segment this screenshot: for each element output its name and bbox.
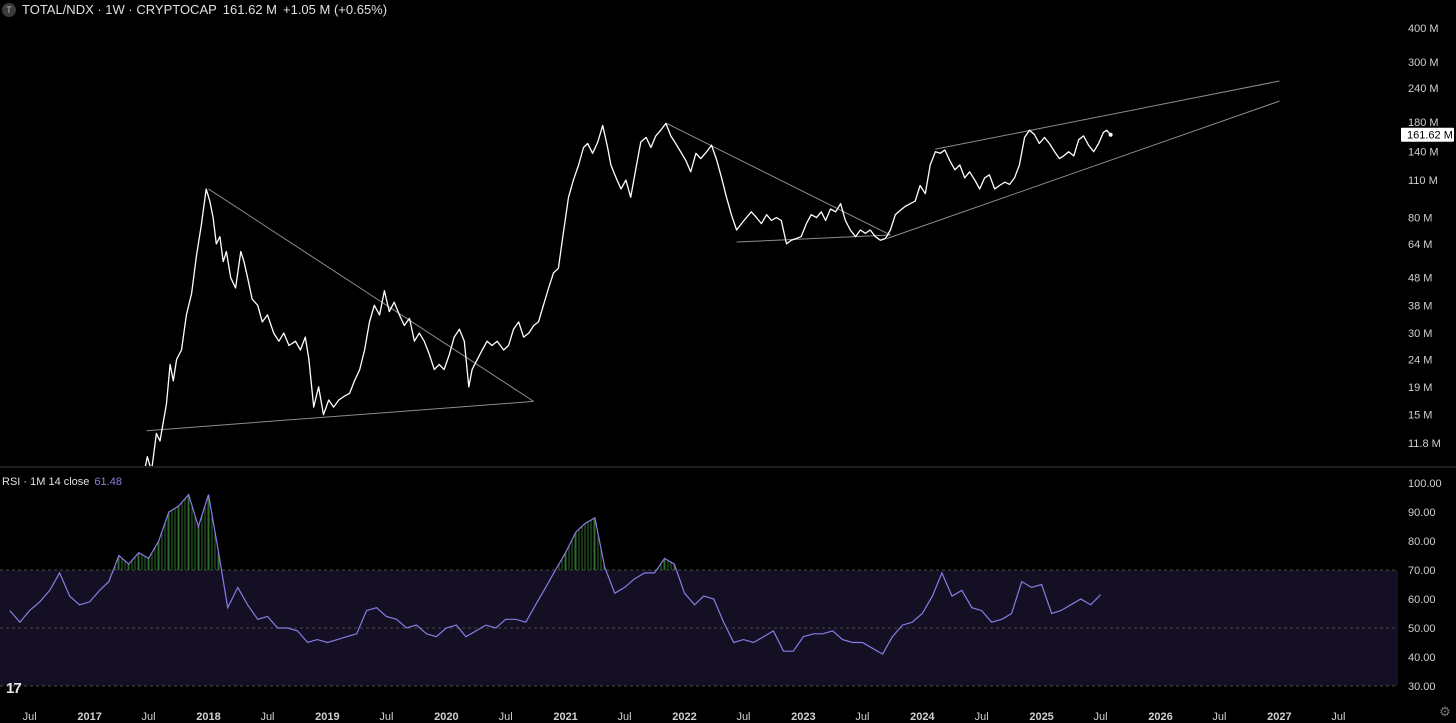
rsi-tick-label: 30.00	[1408, 681, 1436, 693]
last-price-label: 161.62 M	[1407, 130, 1453, 142]
time-tick-label: Jul	[975, 711, 989, 723]
settings-gear-icon[interactable]: ⚙	[1439, 704, 1451, 719]
last-price-dot	[1108, 132, 1113, 137]
rsi-tick-label: 40.00	[1408, 652, 1436, 664]
price-tick-label: 24 M	[1408, 354, 1432, 366]
last-price: 161.62 M	[222, 2, 277, 17]
time-tick-label: 2019	[315, 711, 339, 723]
time-tick-label: Jul	[260, 711, 274, 723]
time-tick-label: 2017	[77, 711, 101, 723]
trendline[interactable]	[208, 188, 534, 402]
time-tick-label: 2025	[1029, 711, 1053, 723]
price-tick-label: 140 M	[1408, 147, 1439, 159]
trendline[interactable]	[886, 100, 1280, 239]
price-tick-label: 64 M	[1408, 239, 1432, 251]
rsi-y-axis[interactable]: 30.00 40.00 50.00 60.00 70.00 80.00 90.00 100.0…	[1408, 478, 1442, 693]
rsi-overbought-fill	[114, 495, 676, 570]
time-tick-label: 2021	[553, 711, 577, 723]
rsi-tick-label: 60.00	[1408, 594, 1436, 606]
time-tick-label: Jul	[379, 711, 393, 723]
symbol-logo-icon[interactable]: T	[2, 2, 16, 17]
price-tick-label: 80 M	[1408, 213, 1432, 225]
time-tick-label: 2020	[434, 711, 458, 723]
price-tick-label: 30 M	[1408, 328, 1432, 340]
trendline[interactable]	[736, 234, 891, 243]
price-tick-label: 400 M	[1408, 23, 1439, 35]
rsi-tick-label: 80.00	[1408, 536, 1436, 548]
trendline[interactable]	[935, 80, 1280, 150]
price-tick-label: 180 M	[1408, 117, 1439, 129]
price-y-axis[interactable]: 11.8 M 15 M 19 M 24 M 30 M 38 M 48 M 64 M 80 M 11…	[1408, 23, 1441, 450]
time-tick-label: 2024	[910, 711, 935, 723]
rsi-tick-label: 50.00	[1408, 623, 1436, 635]
price-tick-label: 300 M	[1408, 57, 1439, 69]
price-tick-label: 38 M	[1408, 300, 1432, 312]
time-tick-label: Jul	[1331, 711, 1345, 723]
price-tick-label: 11.8 M	[1408, 438, 1441, 450]
chart-header: T TOTAL/NDX · 1W · CRYPTOCAP 161.62 M +1…	[2, 2, 387, 17]
trendlines	[146, 80, 1280, 432]
time-tick-label: Jul	[736, 711, 750, 723]
time-tick-label: Jul	[618, 711, 632, 723]
rsi-value: 61.48	[94, 476, 122, 488]
rsi-tick-label: 100.00	[1408, 478, 1442, 490]
time-tick-label: 2023	[791, 711, 815, 723]
time-x-axis[interactable]: Jul 2017 Jul 2018 Jul 2019 Jul 2020 Jul 2021 Jul 20…	[23, 711, 1346, 723]
price-change: +1.05 M (+0.65%)	[283, 2, 388, 17]
symbol-title[interactable]: TOTAL/NDX · 1W · CRYPTOCAP	[22, 2, 217, 17]
rsi-label[interactable]: RSI · 1M 14 close	[2, 476, 90, 488]
trendline[interactable]	[146, 400, 534, 432]
time-tick-label: Jul	[142, 711, 156, 723]
price-tick-label: 15 M	[1408, 410, 1432, 422]
time-tick-label: Jul	[499, 711, 513, 723]
tradingview-logo[interactable]: 17	[6, 680, 22, 697]
price-tick-label: 240 M	[1408, 83, 1439, 95]
last-price-label-box	[1401, 127, 1454, 142]
rsi-tick-label: 90.00	[1408, 507, 1436, 519]
time-tick-label: Jul	[1094, 711, 1108, 723]
time-tick-label: Jul	[855, 711, 869, 723]
time-tick-label: 2027	[1267, 711, 1291, 723]
time-tick-label: 2026	[1148, 711, 1172, 723]
rsi-line[interactable]	[9, 493, 1101, 655]
rsi-header: RSI · 1M 14 close 61.48	[2, 476, 122, 488]
rsi-tick-label: 70.00	[1408, 565, 1436, 577]
price-tick-label: 48 M	[1408, 273, 1432, 285]
price-tick-label: 19 M	[1408, 382, 1432, 394]
price-line[interactable]	[144, 122, 1112, 471]
time-tick-label: 2018	[196, 711, 220, 723]
time-tick-label: Jul	[1212, 711, 1226, 723]
price-tick-label: 110 M	[1408, 175, 1438, 187]
time-tick-label: 2022	[672, 711, 696, 723]
time-tick-label: Jul	[23, 711, 37, 723]
trendline[interactable]	[666, 122, 891, 236]
